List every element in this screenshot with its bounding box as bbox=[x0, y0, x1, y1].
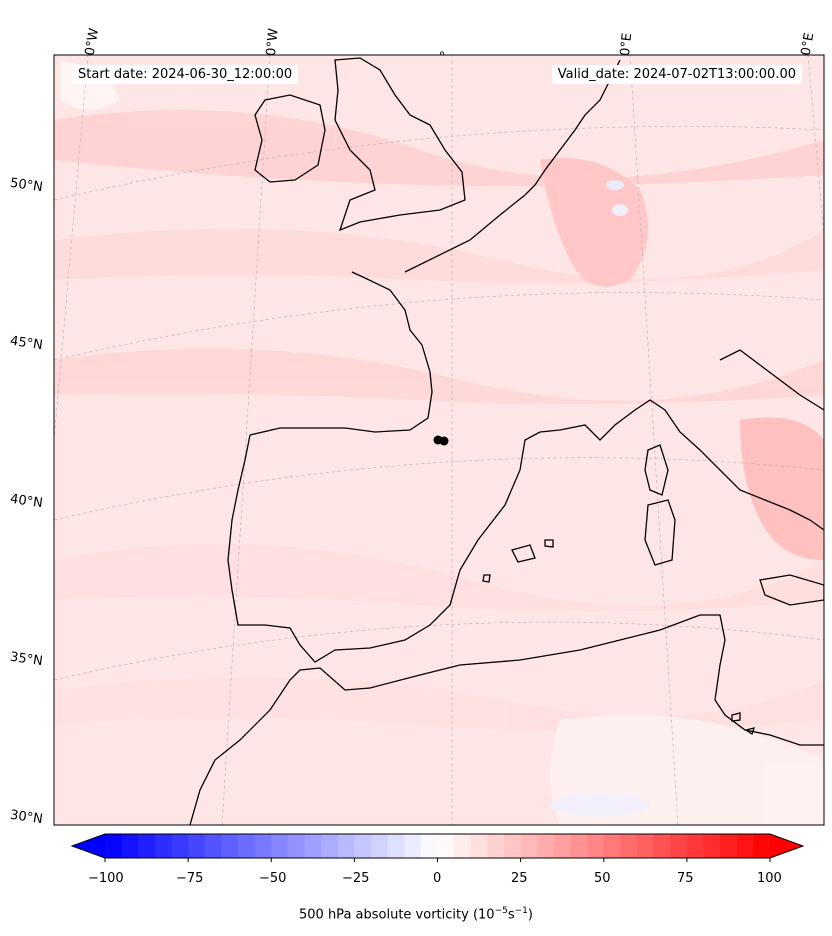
colorbar-cell bbox=[404, 834, 422, 858]
colorbar-cell bbox=[520, 834, 538, 858]
colorbar-cell bbox=[420, 834, 438, 858]
cbar-tick-label: 75 bbox=[677, 871, 694, 886]
map-frame bbox=[53, 54, 825, 826]
colorbar-cell bbox=[454, 834, 472, 858]
colorbar-cell bbox=[470, 834, 488, 858]
colorbar-cell bbox=[204, 834, 222, 858]
colorbar-cell bbox=[603, 834, 621, 858]
colorbar-cell bbox=[321, 834, 339, 858]
colorbar-cell bbox=[371, 834, 389, 858]
cbar-tick-label: 50 bbox=[594, 871, 611, 886]
colorbar-cell bbox=[138, 834, 156, 858]
colorbar-cell bbox=[720, 834, 738, 858]
colorbar-cell bbox=[620, 834, 638, 858]
colorbar-cell bbox=[753, 834, 771, 858]
cbar-tick-label: 25 bbox=[511, 871, 528, 886]
colorbar-cell bbox=[287, 834, 305, 858]
colorbar-cell bbox=[537, 834, 555, 858]
colorbar-cell bbox=[105, 834, 123, 858]
storm-center-marker bbox=[433, 435, 449, 446]
colorbar-cell bbox=[504, 834, 522, 858]
colorbar-cell bbox=[337, 834, 355, 858]
cbar-tick-label: 100 bbox=[757, 871, 782, 886]
cbar-tick-label: −75 bbox=[176, 871, 204, 886]
colorbar-cell bbox=[570, 834, 588, 858]
graticule bbox=[54, 55, 824, 825]
colorbar-cell bbox=[637, 834, 655, 858]
cbar-tick-label: −50 bbox=[259, 871, 287, 886]
colorbar-pos-extend bbox=[770, 834, 803, 858]
colorbar-cell bbox=[188, 834, 206, 858]
colorbar bbox=[70, 833, 805, 862]
coastlines bbox=[189, 57, 824, 825]
colorbar-cell bbox=[670, 834, 688, 858]
colorbar-cell bbox=[238, 834, 256, 858]
start-date-label: Start date: 2024-06-30_12:00:00 bbox=[72, 65, 299, 84]
colorbar-neg-extend bbox=[72, 834, 105, 858]
colorbar-cell bbox=[271, 834, 289, 858]
colorbar-cell bbox=[587, 834, 605, 858]
cbar-tick-label: 0 bbox=[433, 871, 442, 886]
colorbar-cell bbox=[736, 834, 754, 858]
colorbar-cell bbox=[254, 834, 272, 858]
colorbar-cell bbox=[304, 834, 322, 858]
colorbar-cell bbox=[221, 834, 239, 858]
colorbar-cell bbox=[653, 834, 671, 858]
colorbar-cell bbox=[171, 834, 189, 858]
colorbar-cell bbox=[154, 834, 172, 858]
colorbar-cell bbox=[703, 834, 721, 858]
colorbar-cell bbox=[437, 834, 455, 858]
cbar-tick-label: −25 bbox=[342, 871, 370, 886]
cbar-tick-label: −100 bbox=[88, 871, 124, 886]
colorbar-cell bbox=[354, 834, 372, 858]
colorbar-cell bbox=[487, 834, 505, 858]
colorbar-cell bbox=[553, 834, 571, 858]
colorbar-cell bbox=[686, 834, 704, 858]
colorbar-label: 500 hPa absolute vorticity (10−5s−1) bbox=[299, 906, 533, 923]
valid-date-label: Valid_date: 2024-07-02T13:00:00.00 bbox=[551, 65, 802, 84]
colorbar-cell bbox=[121, 834, 139, 858]
colorbar-cell bbox=[387, 834, 405, 858]
